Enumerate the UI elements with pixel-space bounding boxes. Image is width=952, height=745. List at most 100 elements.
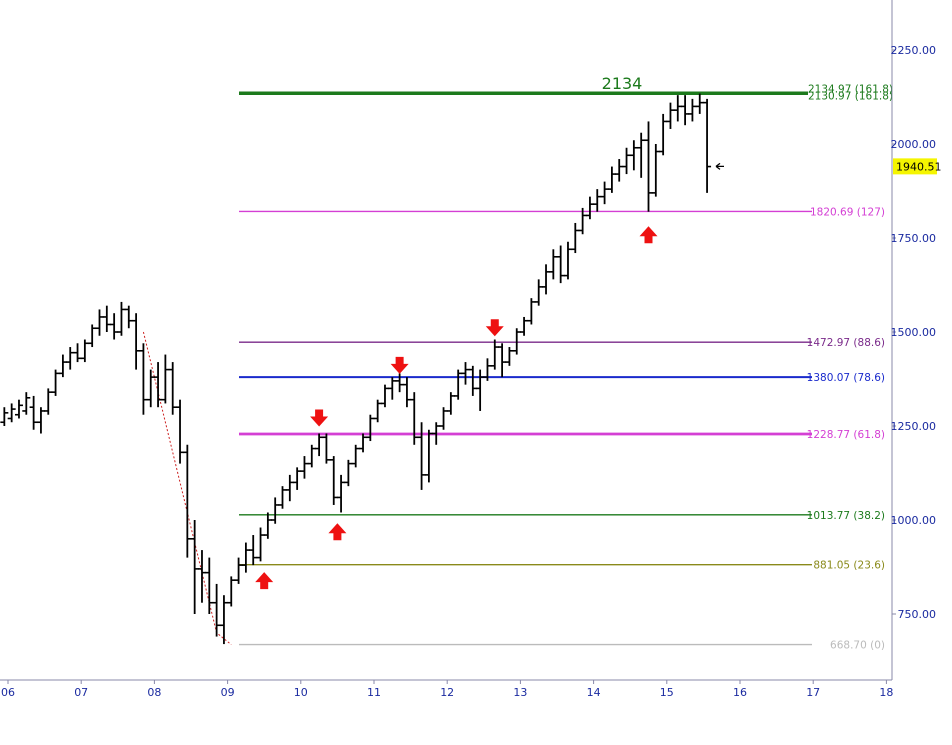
ohlc-bar [139,343,148,415]
ohlc-bar [73,343,82,363]
ohlc-bar [329,456,338,505]
ohlc-bar [681,95,690,126]
x-tick-label: 14 [587,686,601,699]
ohlc-bar [556,245,565,284]
ohlc-bar [22,392,31,415]
axes: 06 07 08 09 10 11 12 13 14 15 16 17 18 2250.00 2000.00… [0,0,936,699]
fibonacci-levels: 2134.97 (161.8)2130.97 (161.8) 1820.69 (1… [239,83,893,652]
ohlc-bar [0,407,9,426]
down-arrow-icon [310,409,329,427]
price-pointer-icon [715,162,724,170]
ohlc-bar [293,467,302,490]
ohlc-bar [66,347,75,370]
fib-level-label: 668.70 (0) [830,640,885,652]
ohlc-bar [417,422,426,490]
ohlc-bar [88,324,97,348]
ohlc-bar [322,433,331,464]
ohlc-bar [490,339,499,370]
ohlc-bar [402,377,411,408]
y-tick-label: 2000.00 [891,138,937,151]
ohlc-bar [205,557,214,614]
ohlc-bar [344,459,353,487]
ohlc-bar [154,362,163,408]
x-tick-label: 08 [147,686,161,699]
ohlc-bar [703,98,712,193]
up-arrow-icon [328,523,347,541]
x-tick-label: 12 [440,686,454,699]
ohlc-bar [673,95,682,122]
ohlc-bar [29,395,38,430]
ohlc-bar [424,429,433,483]
ohlc-bar [512,328,521,355]
ohlc-bar [644,121,653,212]
ohlc-bar [351,444,360,468]
ohlc-bar [190,520,199,614]
ohlc-bar [219,595,228,645]
x-tick-label: 10 [294,686,308,699]
ohlc-bar [176,399,185,464]
x-tick-label: 13 [513,686,527,699]
ohlc-bar [688,98,697,122]
ohlc-bar [629,140,638,171]
ohlc-bar [520,316,529,336]
fib-level-label: 2130.97 (161.8) [808,90,893,102]
ohlc-bar [454,369,463,400]
ohlc-bar [132,313,141,370]
level-annotation: 2134 [602,74,643,93]
ohlc-bar [373,399,382,423]
ohlc-bar [468,365,477,396]
ohlc-bar [695,93,704,114]
signal-arrows [255,226,658,590]
ohlc-bar [593,189,602,212]
ohlc-bar [622,147,631,175]
ohlc-bar [337,474,346,513]
ohlc-bar [263,512,272,539]
ohlc-bar [666,102,675,129]
ohlc-bar [307,444,316,468]
fib-level-label: 2134.97 (161.8) [808,83,893,95]
ohlc-bar [117,301,126,336]
fib-level-label: 881.05 (23.6) [813,560,885,572]
ohlc-bar [58,354,67,378]
ohlc-bar [227,576,236,607]
ohlc-bar [542,264,551,295]
ohlc-bar [110,313,119,340]
ohlc-bar [315,433,324,457]
down-arrow-icon [485,319,504,337]
current-price-label: 1940.51 [896,160,942,173]
fib-level-label: 1228.77 (61.8) [807,429,885,441]
ohlc-bar [44,388,53,415]
ohlc-bar [102,305,111,332]
x-tick-label: 15 [660,686,674,699]
ohlc-bar [439,407,448,430]
ohlc-bar [651,144,660,197]
up-arrow-icon [255,572,274,590]
ohlc-bar [300,456,309,479]
y-tick-label: 1500.00 [891,326,937,339]
ohlc-bar [161,354,170,404]
ohlc-bar [410,392,419,445]
ohlc-bar [14,399,23,419]
x-tick-label: 06 [1,686,15,699]
ohlc-bar [498,343,507,378]
x-tick-label: 11 [367,686,381,699]
ohlc-bar [271,497,280,524]
ohlc-bar [461,362,470,385]
up-arrow-icon [639,226,658,244]
ohlc-bar [380,384,389,408]
ohlc-bar [212,583,221,637]
ohlc-bar [366,414,375,442]
ohlc-bar [256,527,265,562]
ohlc-bar [388,377,397,400]
ohlc-bar [359,433,368,453]
ohlc-bar [7,403,16,423]
ohlc-bar [285,474,294,502]
ohlc-bar [637,132,646,178]
ohlc-bar [505,347,514,366]
ohlc-bar [615,159,624,182]
ohlc-bar [183,444,192,558]
ohlc-bar [527,298,536,325]
y-tick-label: 1750.00 [891,232,937,245]
ohlc-bar [241,542,250,573]
